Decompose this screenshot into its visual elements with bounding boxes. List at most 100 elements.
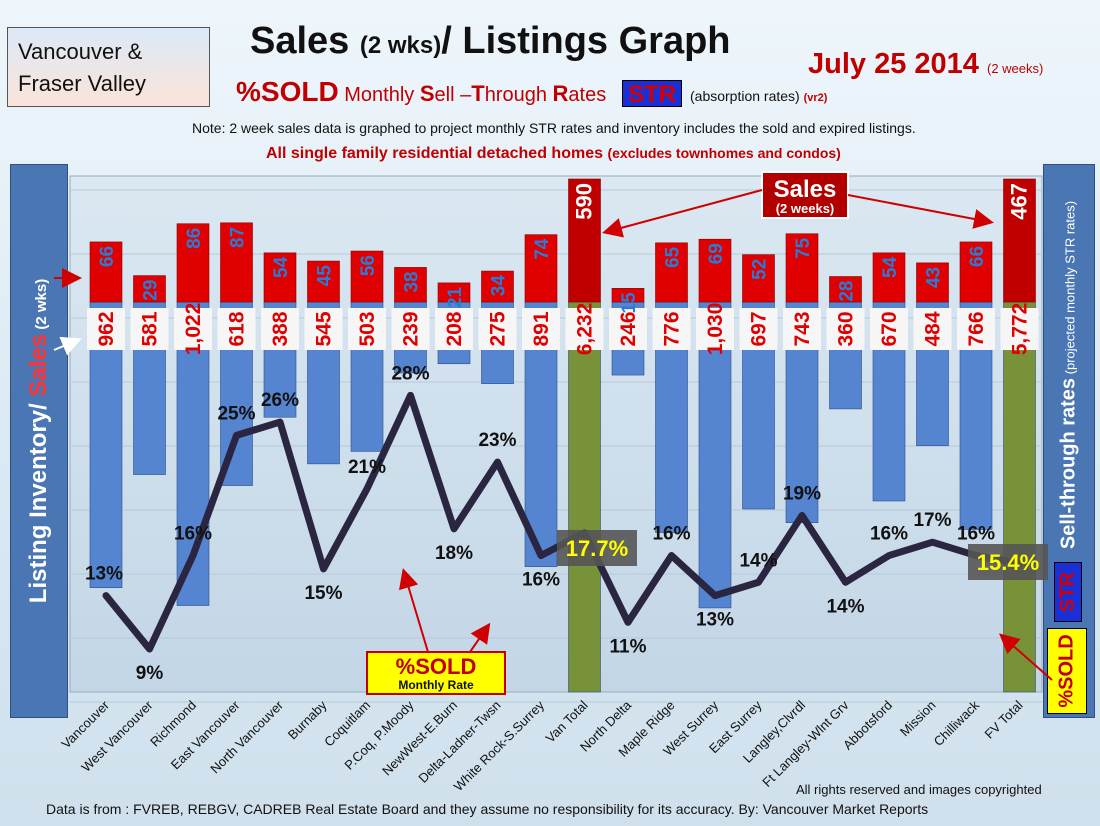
sales-value-label: 38 — [402, 271, 423, 292]
str-labels: 13% 9% 16% 25% 26% 15% 21% 28% 18% 23% 16% 11% 16% 13… — [85, 363, 995, 684]
sales-value-label: 86 — [184, 228, 205, 249]
sales-bar — [916, 262, 949, 303]
sales-bar — [742, 254, 775, 303]
inventory-label-box — [435, 308, 473, 350]
sales-bar — [872, 252, 906, 303]
inventory-value-label: 743 — [791, 311, 814, 346]
str-value-label: 14% — [739, 550, 777, 571]
sales-callout-text: Sales — [774, 176, 837, 203]
str-value-label: 13% — [696, 610, 734, 631]
van-total-pct-box — [557, 530, 637, 566]
inventory-label-box — [870, 308, 908, 350]
inventory-label-box — [957, 308, 995, 350]
sales-bar — [89, 241, 123, 303]
subtitle-ell: ell – — [434, 84, 472, 106]
sales-value-label: 590 — [572, 183, 597, 220]
sold-callout-box — [366, 651, 506, 695]
inventory-label-box — [609, 308, 647, 350]
inventory-label-box — [739, 308, 778, 350]
str-value-label: 25% — [217, 403, 255, 424]
region-line-2: Fraser Valley — [18, 71, 146, 96]
inventory-label-box — [478, 308, 517, 350]
sales-labels: 66 29 86 87 54 45 56 38 21 34 74 590 15 65 69 52 75 28 54 4… — [97, 183, 1032, 313]
sales-value-label: 15 — [619, 292, 640, 314]
inventory-value-label: 670 — [878, 311, 901, 346]
sold-callout-sub: Monthly Rate — [398, 678, 474, 692]
sales-value-label: 28 — [837, 281, 858, 302]
sales-value-label: 21 — [445, 286, 466, 308]
sales-bar — [829, 276, 862, 303]
scope-paren: (excludes townhomes and condos) — [607, 145, 841, 161]
str-badge: STR — [622, 80, 682, 108]
sales-bar — [220, 222, 253, 303]
str-value-label: 21% — [348, 457, 386, 478]
str-value-label: 19% — [783, 484, 821, 505]
str-value-label: 13% — [85, 564, 123, 585]
inventory-label-box — [217, 308, 256, 350]
data-note: Note: 2 week sales data is graphed to pr… — [192, 120, 916, 136]
str-value-label: 11% — [610, 636, 647, 657]
sales-value-label: 45 — [315, 265, 336, 287]
inventory-label-box — [304, 308, 343, 350]
fv-total-pct-box — [968, 544, 1048, 580]
sold-callout-arrow-1 — [399, 568, 429, 653]
sales-value-label: 75 — [793, 237, 814, 259]
sales-callout-box — [761, 171, 849, 219]
inventory-label-box — [391, 308, 430, 350]
inventory-bar — [568, 301, 601, 693]
sales-value-label: 467 — [1007, 183, 1032, 220]
sales-value-label: 74 — [532, 238, 553, 260]
sales-bar — [959, 241, 993, 303]
sales-callout-sub: (2 weeks) — [776, 201, 835, 216]
inventory-value-label: 776 — [661, 311, 684, 346]
sold-callout: %SOLD Monthly Rate — [366, 568, 506, 695]
sales-value-label: 29 — [141, 280, 162, 301]
str-value-label: 26% — [261, 390, 299, 411]
scope-note: All single family residential detached h… — [266, 145, 841, 163]
left-axis-band — [10, 164, 68, 718]
sales-value-label: 66 — [967, 246, 988, 267]
inventory-label-box — [87, 308, 125, 350]
sold-callout-text: %SOLD — [396, 654, 477, 679]
title-main: Sales — [250, 20, 360, 62]
subtitle-ates: ates — [568, 84, 607, 106]
inventory-value-label: 360 — [835, 311, 858, 346]
sales-bar — [785, 233, 819, 303]
scope-text: All single family residential detached h… — [266, 145, 603, 162]
sales-bar — [263, 252, 297, 303]
sales-value-label: 52 — [750, 259, 771, 280]
subtitle: %SOLD Monthly Sell –Through Rates — [236, 76, 606, 108]
right-axis-band — [1043, 164, 1095, 718]
inventory-value-label: 239 — [400, 311, 423, 346]
inventory-value-label: 962 — [95, 311, 118, 346]
str-note: (absorption rates) (vr2) — [690, 88, 827, 104]
region-line-1: Vancouver & — [18, 39, 143, 64]
inventory-value-label: 581 — [139, 311, 162, 346]
category-label: FV Total — [981, 697, 1025, 741]
sales-bar — [133, 275, 166, 303]
subtitle-s: S — [419, 81, 435, 106]
date-text: July 25 2014 — [808, 48, 979, 80]
str-value-label: 14% — [826, 596, 864, 617]
footer-rights: All rights reserved and images copyright… — [796, 782, 1042, 797]
inventory-value-label: 766 — [965, 311, 988, 346]
region-label-box: Vancouver & Fraser Valley — [7, 27, 210, 107]
sales-value-label: 43 — [924, 267, 945, 288]
str-version: (vr2) — [803, 92, 828, 104]
str-note-text: (absorption rates) — [690, 88, 800, 104]
sold-vertical-box — [1047, 628, 1087, 714]
inventory-label-box — [913, 308, 952, 350]
str-value-label: 16% — [870, 524, 908, 545]
inventory-label-box — [174, 308, 212, 350]
title-paren: (2 wks) — [359, 32, 442, 59]
inventory-label-box — [348, 308, 386, 350]
inventory-value-label: 618 — [226, 311, 249, 346]
inventory-label-box — [783, 308, 821, 350]
sales-value-label: 87 — [228, 227, 249, 248]
inventory-value-label: 6,232 — [574, 303, 597, 356]
inventory-label-box — [826, 308, 865, 350]
inventory-label-box — [522, 308, 560, 350]
str-value-label: 28% — [391, 363, 429, 384]
inventory-value-label: 1,030 — [704, 303, 727, 356]
